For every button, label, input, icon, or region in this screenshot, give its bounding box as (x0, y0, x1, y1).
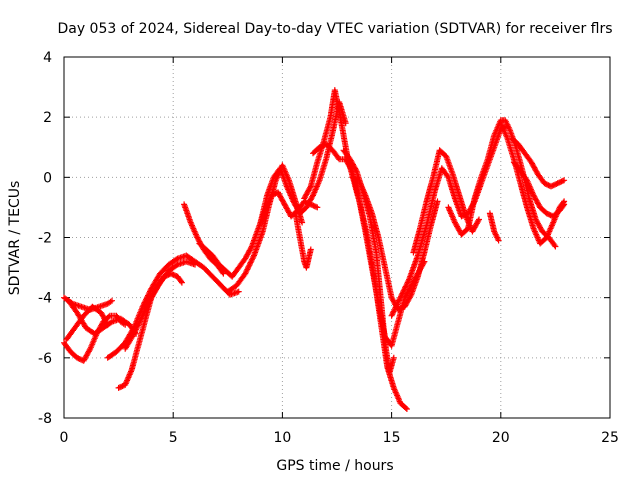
data-point (307, 184, 314, 191)
data-point (101, 316, 108, 323)
data-point (396, 297, 402, 304)
y-tick-label: 2 (43, 110, 52, 126)
y-tick-label: -4 (38, 291, 52, 307)
x-tick-label: 10 (273, 430, 291, 446)
x-tick-label: 5 (169, 430, 178, 446)
data-point (178, 278, 185, 285)
data-point (307, 246, 314, 253)
data-point (390, 354, 397, 361)
data-point (528, 159, 535, 166)
chart-title: Day 053 of 2024, Sidereal Day-to-day VTE… (57, 21, 612, 37)
data-point (105, 313, 112, 320)
data-point (352, 167, 359, 173)
y-tick-label: 4 (43, 50, 52, 66)
y-tick-label: -6 (38, 351, 52, 367)
series-arc-12 (292, 210, 314, 271)
data-point (475, 217, 482, 224)
x-tick-label: 0 (60, 430, 69, 446)
data-point (178, 279, 185, 286)
data-point (403, 406, 410, 412)
data-point (109, 297, 115, 304)
series-arc-23 (510, 159, 568, 220)
data-point (551, 242, 558, 249)
data-point (173, 256, 180, 263)
data-point (314, 204, 321, 211)
data-point (553, 181, 560, 187)
data-point (135, 321, 142, 327)
data-point (173, 262, 180, 269)
y-tick-label: -8 (38, 411, 52, 427)
y-tick-label: -2 (38, 231, 52, 247)
data-point (476, 216, 482, 223)
data-point (235, 288, 242, 295)
x-axis-label: GPS time / hours (276, 458, 393, 474)
x-tick-labels: 0 5 10 15 20 25 (60, 430, 619, 446)
series-arc-6 (115, 270, 185, 391)
series-arc-13 (301, 87, 410, 412)
data-point (192, 261, 198, 268)
y-axis-label: SDTVAR / TECUs (7, 181, 23, 296)
y-tick-label: 0 (43, 170, 52, 186)
series-arc-7 (122, 258, 198, 352)
series-arc-20 (486, 210, 502, 244)
series-arc-11 (257, 99, 349, 226)
data-point (552, 243, 559, 250)
x-tick-label: 20 (492, 430, 510, 446)
series-arc-9 (196, 189, 321, 280)
series-arc-4 (65, 297, 140, 337)
series-arc-14 (310, 141, 428, 349)
series-arc-18 (410, 147, 482, 256)
data-point (402, 405, 409, 411)
series-arc-16 (349, 174, 441, 313)
series-arc-19 (445, 117, 559, 250)
data-series (61, 87, 568, 412)
data-point (535, 221, 542, 228)
series-arc-3 (63, 303, 111, 343)
series-arc-22 (508, 135, 568, 190)
data-point (561, 177, 568, 184)
x-tick-label: 15 (383, 430, 401, 446)
data-point (407, 293, 414, 299)
data-point (560, 202, 567, 209)
data-point (495, 237, 502, 244)
data-point (561, 201, 568, 208)
data-point (342, 120, 349, 127)
series-arc-10 (224, 162, 306, 295)
x-tick-label: 25 (601, 430, 619, 446)
data-point (434, 198, 441, 205)
axis-ticks (63, 56, 611, 419)
y-tick-labels: -8 -6 -4 -2 0 2 4 (38, 50, 52, 427)
